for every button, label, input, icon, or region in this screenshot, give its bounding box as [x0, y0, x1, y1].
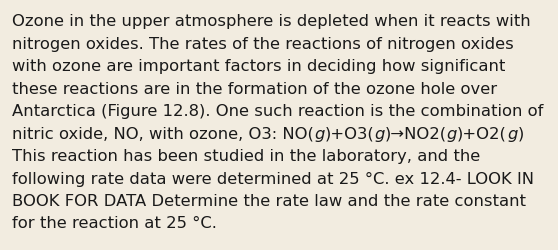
- Text: nitrogen oxides. The rates of the reactions of nitrogen oxides: nitrogen oxides. The rates of the reacti…: [12, 36, 514, 51]
- Text: g: g: [374, 126, 384, 141]
- Text: for the reaction at 25 °C.: for the reaction at 25 °C.: [12, 216, 217, 230]
- Text: Antarctica (Figure 12.8). One such reaction is the combination of: Antarctica (Figure 12.8). One such react…: [12, 104, 543, 118]
- Text: )→NO2(: )→NO2(: [384, 126, 447, 141]
- Text: ): ): [517, 126, 524, 141]
- Text: )+O3(: )+O3(: [325, 126, 374, 141]
- Text: nitric oxide, NO, with ozone, O3: NO(: nitric oxide, NO, with ozone, O3: NO(: [12, 126, 314, 141]
- Text: g: g: [507, 126, 517, 141]
- Text: )+O2(: )+O2(: [457, 126, 507, 141]
- Text: g: g: [314, 126, 325, 141]
- Text: BOOK FOR DATA Determine the rate law and the rate constant: BOOK FOR DATA Determine the rate law and…: [12, 193, 526, 208]
- Text: these reactions are in the formation of the ozone hole over: these reactions are in the formation of …: [12, 81, 497, 96]
- Text: with ozone are important factors in deciding how significant: with ozone are important factors in deci…: [12, 59, 506, 74]
- Text: g: g: [447, 126, 457, 141]
- Text: Ozone in the upper atmosphere is depleted when it reacts with: Ozone in the upper atmosphere is deplete…: [12, 14, 531, 29]
- Text: following rate data were determined at 25 °C. ex 12.4- LOOK IN: following rate data were determined at 2…: [12, 171, 534, 186]
- Text: This reaction has been studied in the laboratory, and the: This reaction has been studied in the la…: [12, 148, 480, 163]
